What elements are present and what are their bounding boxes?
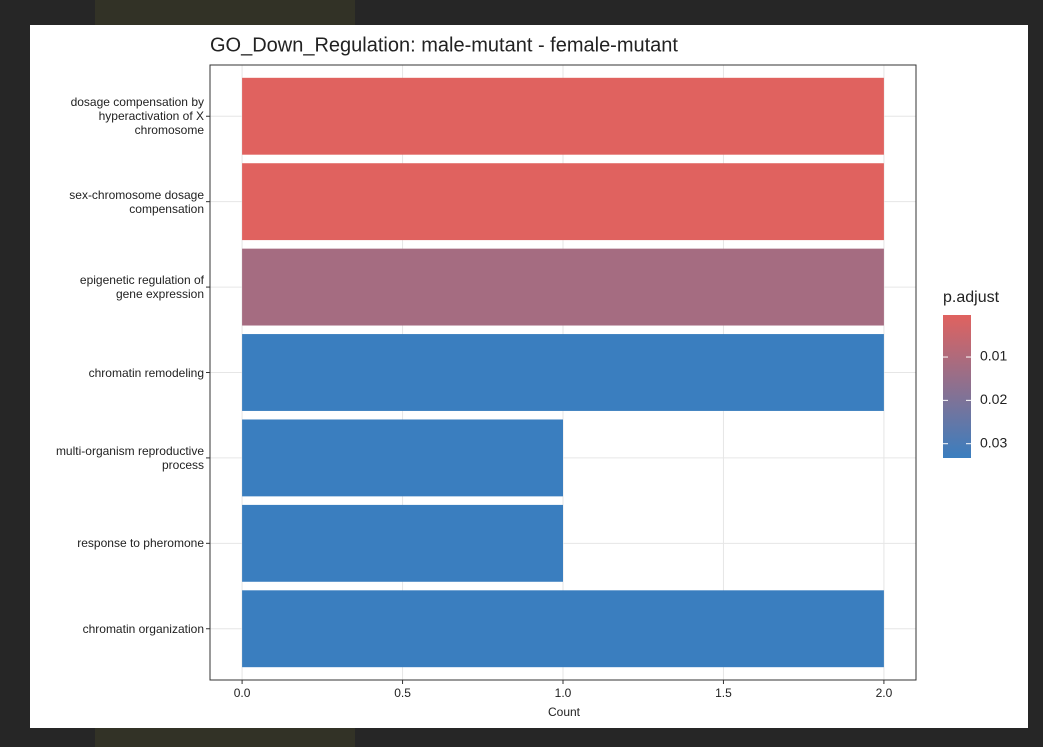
- x-tick-label: 0.0: [234, 686, 251, 700]
- x-tick-label: 0.5: [394, 686, 411, 700]
- colorbar-tick-label: 0.01: [980, 348, 1007, 364]
- bar: [242, 504, 563, 582]
- colorbar-tick-label: 0.03: [980, 434, 1007, 450]
- bar: [242, 163, 884, 241]
- y-tick-label: response to pheromone: [77, 536, 204, 551]
- legend-title: p.adjust: [943, 289, 1000, 306]
- colorbar: [943, 315, 971, 458]
- x-tick-label: 1.0: [555, 686, 572, 700]
- bar: [242, 419, 563, 497]
- colorbar-tick-label: 0.02: [980, 391, 1007, 407]
- y-tick-label: chromatin organization: [82, 621, 204, 636]
- y-tick-label: dosage compensation by hyperactivation o…: [70, 95, 204, 138]
- y-tick-label: multi-organism reproductive process: [55, 443, 204, 472]
- y-tick-label: chromatin remodeling: [88, 365, 204, 380]
- y-tick-label: epigenetic regulation of gene expression: [79, 273, 204, 302]
- bar: [242, 590, 884, 668]
- x-tick-label: 2.0: [876, 686, 893, 700]
- y-tick-label: sex-chromosome dosage compensation: [69, 187, 204, 216]
- x-tick-label: 1.5: [715, 686, 732, 700]
- chart-title: GO_Down_Regulation: male-mutant - female…: [210, 34, 678, 56]
- bar: [242, 334, 884, 411]
- x-axis-label: Count: [548, 705, 581, 719]
- bar: [242, 248, 884, 326]
- bar: [242, 77, 884, 155]
- plot-border: [209, 64, 917, 681]
